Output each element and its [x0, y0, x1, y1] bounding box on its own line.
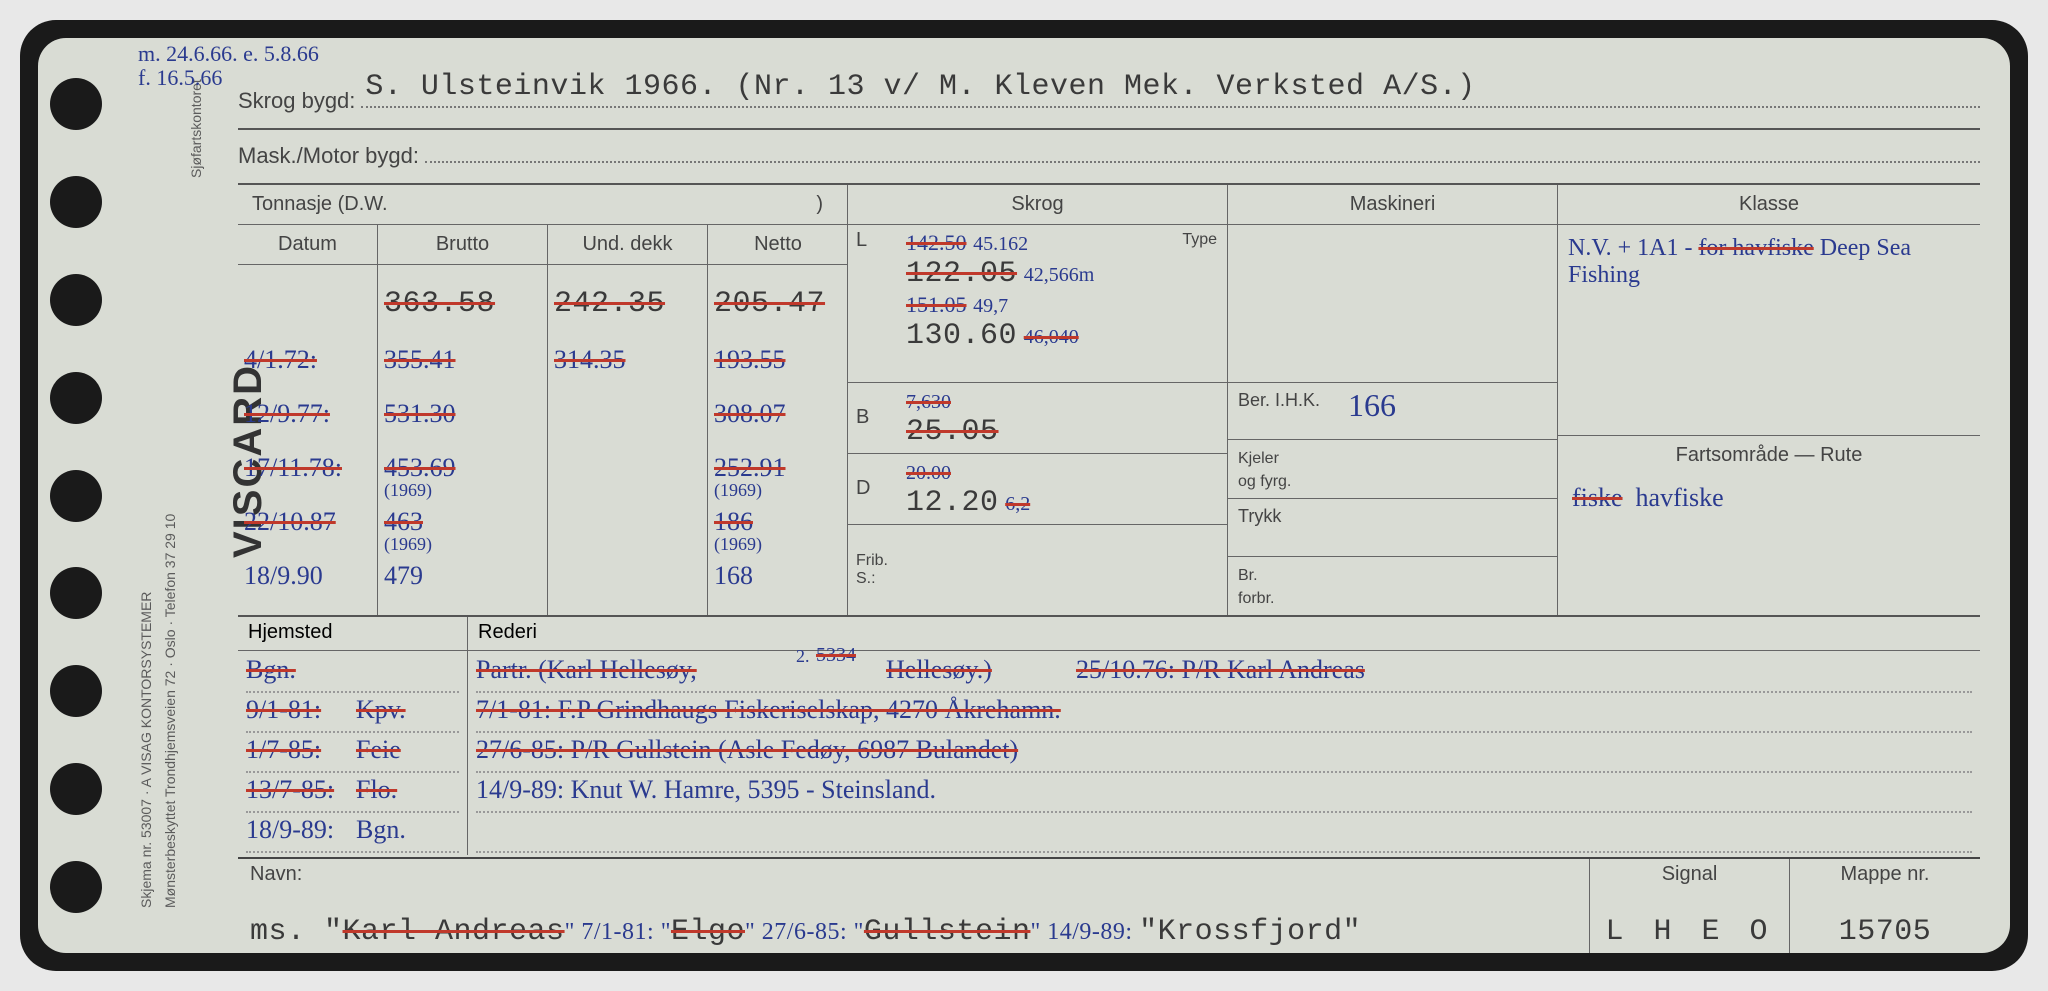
- klasse-header: Klasse: [1558, 185, 1980, 225]
- lower-section: Hjemsted Bgn. 9/1-81:Kpv. 1/7-85:Feie 13…: [238, 615, 1980, 855]
- signal-label: Signal: [1602, 863, 1777, 886]
- maskineri-header: Maskineri: [1228, 185, 1557, 225]
- side-skjema: Skjema nr. 53007 · A VISAG KONTORSYSTEME…: [138, 592, 154, 908]
- rederi-label: Rederi: [468, 617, 1980, 651]
- col-netto: Netto: [708, 225, 848, 264]
- navn-label: Navn:: [250, 863, 1577, 886]
- side-printing: Skjema nr. 53007 · A VISAG KONTORSYSTEME…: [128, 38, 228, 953]
- mappe-value: 15705: [1802, 915, 1968, 949]
- fartsomrade-label: Fartsområde — Rute: [1558, 435, 1980, 475]
- header-section: Skrog bygd: S. Ulsteinvik 1966. (Nr. 13 …: [238, 46, 1980, 183]
- klasse-text: N.V. + 1A1 - for havfiske Deep Sea Fishi…: [1568, 235, 1911, 288]
- footer-section: Navn: ms. "Karl Andreas" 7/1-81: "Elgo" …: [238, 857, 1980, 953]
- tonnage-body: 4/1.72: 12/9.77: 17/11.78: 22/10.87 18/9…: [238, 265, 847, 615]
- motor-bygd-label: Mask./Motor bygd:: [238, 143, 419, 169]
- skrog-bygd-label: Skrog bygd:: [238, 88, 355, 114]
- skrog-bygd-value: S. Ulsteinvik 1966. (Nr. 13 v/ M. Kleven…: [365, 70, 1475, 104]
- rederi-body: Partr. (Karl Hellesøy, 2. 5334 Hellesøy.…: [468, 651, 1980, 855]
- ihk-value: 166: [1348, 387, 1396, 424]
- tonnasje-header: Tonnasje (D.W. ): [238, 185, 847, 225]
- skrog-header: Skrog: [848, 185, 1227, 225]
- index-card: Skjema nr. 53007 · A VISAG KONTORSYSTEME…: [38, 38, 2010, 953]
- signal-value: L H E O: [1602, 915, 1777, 949]
- main-grid: Tonnasje (D.W. ) Datum Brutto Und. dekk …: [238, 183, 1980, 615]
- hjemsted-label: Hjemsted: [238, 617, 467, 651]
- col-brutto: Brutto: [378, 225, 548, 264]
- content-area: m. 24.6.66. e. 5.8.66 f. 16.5.66 Skrog b…: [238, 46, 1980, 935]
- side-sjofart: Sjøfartskontoret: [188, 79, 204, 178]
- col-datum: Datum: [238, 225, 378, 264]
- farts-value: fiske havfiske: [1572, 483, 1724, 513]
- col-unddekk: Und. dekk: [548, 225, 708, 264]
- hjemsted-body: Bgn. 9/1-81:Kpv. 1/7-85:Feie 13/7-85:Flo…: [238, 651, 467, 855]
- annot-line1: m. 24.6.66. e. 5.8.66: [138, 42, 319, 66]
- navn-value: ms. "Karl Andreas" 7/1-81: "Elgo" 27/6-8…: [250, 915, 1577, 949]
- binder-holes: [50, 78, 110, 913]
- mappe-label: Mappe nr.: [1802, 863, 1968, 886]
- card-outer: Skjema nr. 53007 · A VISAG KONTORSYSTEME…: [20, 20, 2028, 971]
- side-addr: Mønsterbeskyttet Trondhjemsveien 72 · Os…: [162, 514, 178, 908]
